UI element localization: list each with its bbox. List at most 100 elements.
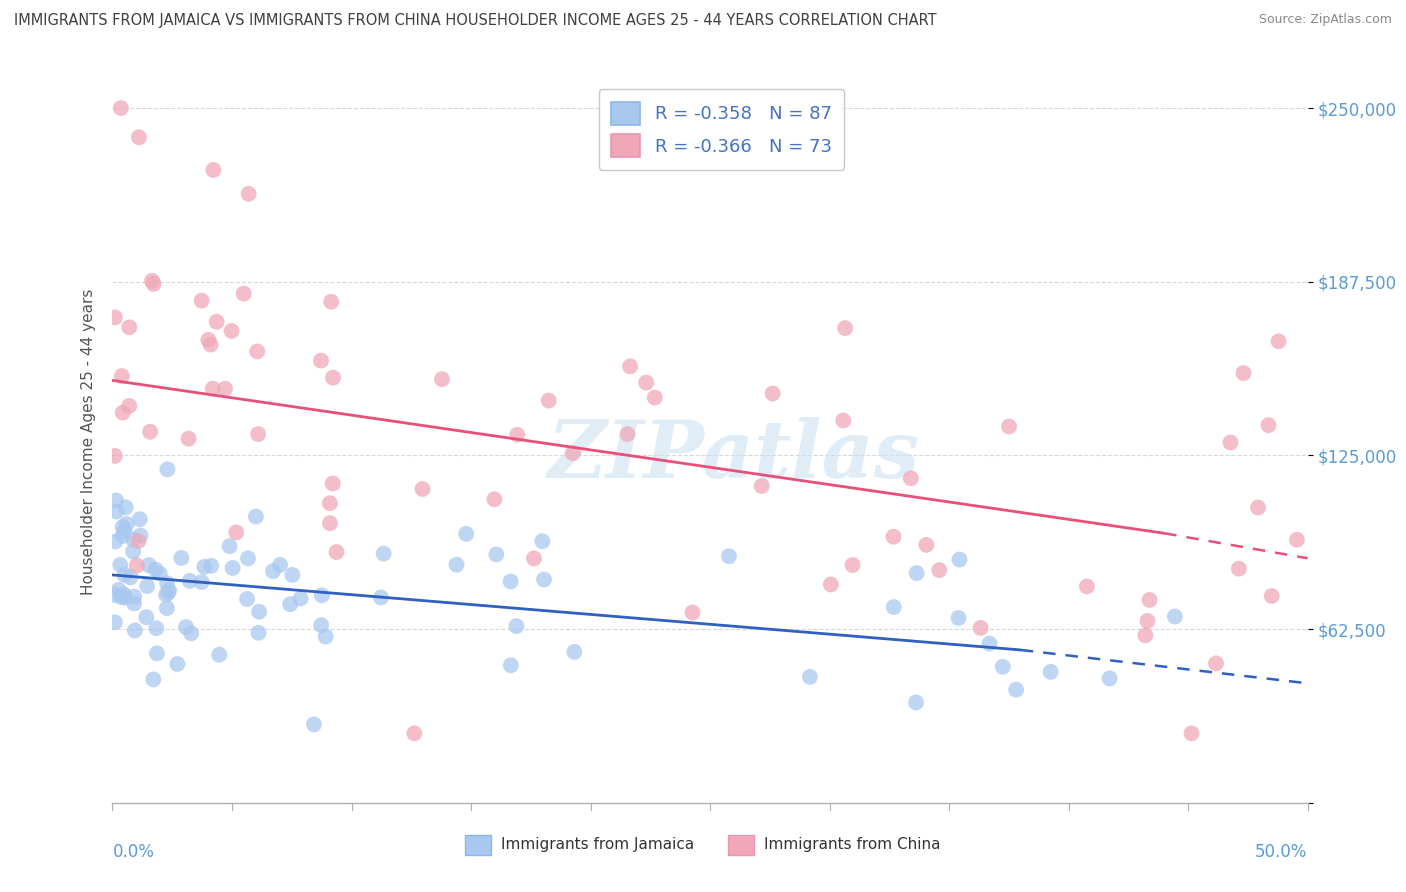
- Point: [636, 376, 658, 390]
- Point: [321, 294, 343, 309]
- Point: [238, 186, 260, 201]
- Point: [114, 568, 136, 582]
- Point: [157, 585, 180, 599]
- Point: [205, 315, 228, 329]
- Point: [105, 504, 128, 518]
- Point: [799, 670, 821, 684]
- Point: [998, 419, 1021, 434]
- FancyBboxPatch shape: [465, 835, 491, 855]
- Point: [122, 533, 145, 547]
- Point: [644, 391, 666, 405]
- Point: [832, 413, 855, 427]
- Text: ZIPatlas: ZIPatlas: [548, 417, 920, 495]
- Point: [616, 427, 638, 442]
- Point: [281, 568, 304, 582]
- Point: [523, 551, 546, 566]
- Point: [193, 559, 215, 574]
- Point: [120, 570, 142, 584]
- Point: [290, 591, 312, 606]
- Point: [1180, 726, 1202, 740]
- Point: [1219, 435, 1241, 450]
- Point: [166, 657, 188, 671]
- Point: [309, 353, 332, 368]
- FancyBboxPatch shape: [728, 835, 754, 855]
- Point: [156, 462, 179, 476]
- Point: [149, 566, 172, 581]
- Point: [114, 524, 136, 538]
- Point: [315, 630, 337, 644]
- Point: [202, 163, 225, 178]
- Point: [928, 563, 950, 577]
- Point: [446, 558, 468, 572]
- Point: [1039, 665, 1062, 679]
- Point: [619, 359, 641, 374]
- Point: [190, 575, 212, 590]
- Point: [499, 658, 522, 673]
- Point: [177, 432, 200, 446]
- Point: [948, 611, 970, 625]
- Point: [180, 626, 202, 640]
- Point: [247, 427, 270, 442]
- Point: [200, 337, 222, 351]
- Point: [682, 606, 704, 620]
- Point: [245, 509, 267, 524]
- Point: [114, 500, 136, 515]
- Point: [322, 476, 344, 491]
- Point: [309, 618, 332, 632]
- Point: [122, 544, 145, 558]
- Point: [111, 529, 134, 543]
- Point: [118, 399, 141, 413]
- Point: [430, 372, 453, 386]
- Point: [537, 393, 560, 408]
- Point: [197, 333, 219, 347]
- Point: [1139, 593, 1161, 607]
- Point: [1285, 533, 1308, 547]
- Point: [900, 471, 922, 485]
- Point: [156, 576, 179, 591]
- Point: [122, 590, 145, 604]
- Point: [115, 516, 138, 531]
- Point: [112, 587, 135, 601]
- Point: [104, 588, 127, 602]
- Point: [170, 551, 193, 566]
- Point: [1005, 682, 1028, 697]
- Point: [1247, 500, 1270, 515]
- Legend: R = -0.358   N = 87, R = -0.366   N = 73: R = -0.358 N = 87, R = -0.366 N = 73: [599, 89, 845, 170]
- Point: [127, 534, 149, 549]
- Point: [104, 615, 127, 630]
- Point: [157, 583, 180, 598]
- Point: [218, 539, 240, 553]
- Point: [834, 321, 856, 335]
- Point: [111, 406, 134, 420]
- Point: [125, 558, 148, 573]
- Point: [1260, 589, 1282, 603]
- Point: [948, 552, 970, 566]
- Point: [499, 574, 522, 589]
- Point: [124, 624, 146, 638]
- Point: [179, 574, 201, 588]
- Point: [139, 425, 162, 439]
- Point: [915, 538, 938, 552]
- Point: [905, 696, 928, 710]
- Point: [110, 590, 132, 604]
- Point: [145, 621, 167, 635]
- Point: [208, 648, 231, 662]
- Point: [118, 320, 141, 334]
- Point: [142, 673, 165, 687]
- Text: 0.0%: 0.0%: [112, 843, 155, 861]
- Point: [531, 534, 554, 549]
- Point: [991, 659, 1014, 673]
- Point: [278, 597, 301, 611]
- Point: [221, 561, 243, 575]
- Point: [762, 386, 785, 401]
- Point: [456, 526, 478, 541]
- Point: [1076, 579, 1098, 593]
- Point: [319, 496, 342, 510]
- Point: [1136, 614, 1159, 628]
- Point: [122, 597, 145, 611]
- Point: [107, 582, 129, 597]
- Text: IMMIGRANTS FROM JAMAICA VS IMMIGRANTS FROM CHINA HOUSEHOLDER INCOME AGES 25 - 44: IMMIGRANTS FROM JAMAICA VS IMMIGRANTS FR…: [14, 13, 936, 29]
- Point: [145, 563, 167, 577]
- Text: Immigrants from China: Immigrants from China: [763, 838, 941, 852]
- Point: [156, 601, 179, 615]
